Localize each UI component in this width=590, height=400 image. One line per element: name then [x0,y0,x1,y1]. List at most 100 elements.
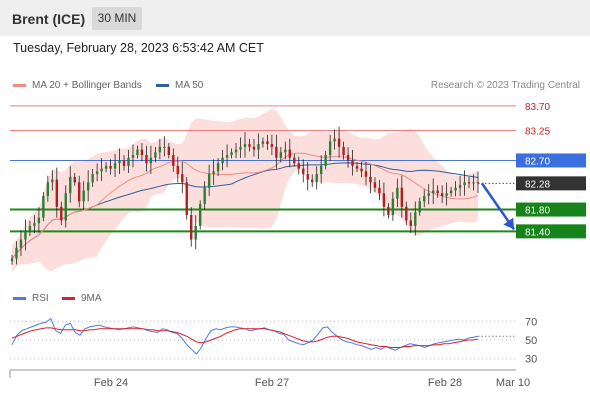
candle-body [176,165,179,175]
candle-body [373,182,377,188]
candle-body [472,182,475,184]
candle-body [181,174,184,183]
x-tick-label: Feb 27 [255,377,289,389]
rsi-line [11,317,479,355]
candle-body [449,190,453,194]
candle-body [440,193,444,196]
ma20-swatch [13,83,26,87]
candle-body [55,179,59,207]
candle-body [391,198,395,215]
candle-body [378,187,381,194]
candle-body [154,152,157,158]
candle-body [293,157,296,164]
candle-body [284,149,287,153]
candle-body [360,168,363,172]
candle-body [454,187,457,191]
candle-body [364,171,368,177]
candle-body [306,174,309,180]
legend-ma20: MA 20 + Bollinger Bands [13,80,142,91]
candle-body [158,146,162,153]
candle-body [203,187,206,205]
x-tick-label: Feb 28 [428,377,462,389]
9ma-swatch [62,296,75,300]
candle-body [37,217,41,224]
candle-body [60,206,63,221]
candle-body [463,182,466,185]
last-price-tag [516,176,586,191]
candle-body [243,144,247,147]
candle-body [86,182,90,191]
candle-body [15,247,18,259]
timeframe-button[interactable]: 30 MIN [92,7,142,30]
candle-body [78,182,81,202]
candle-body [427,193,430,196]
candle-body [127,157,130,166]
candle-body [333,138,336,142]
candle-body [467,182,471,184]
candle-body [270,144,274,147]
candle-body [225,155,229,158]
level-tag-support [516,224,586,239]
candle-body [252,146,256,150]
candle-body [387,206,390,215]
candle-body [167,146,171,155]
candle-body [288,149,292,158]
legend-9ma: 9MA [62,293,102,304]
bollinger-band [12,108,478,273]
candle-body [190,215,193,240]
candle-body [46,182,50,196]
rsi-ma-line [11,327,479,348]
candle-body [24,231,27,240]
candle-body [33,223,36,226]
candle-body [131,155,135,158]
candle-body [445,193,448,196]
candle-body [405,206,408,221]
candle-body [400,187,404,207]
legend-ma50-label: MA 50 [175,80,204,91]
instrument-title: Brent (ICE) [12,11,86,27]
candle-body [207,174,211,188]
candle-body [198,204,202,226]
rsi-tick-label: 70 [525,316,537,328]
candle-body [423,195,426,202]
candle-body [118,160,121,164]
candle-body [382,193,386,207]
candle-body [19,239,23,248]
level-label-resistance: 83.25 [525,126,550,137]
candle-body [279,152,283,158]
candle-body [145,155,148,164]
legend-rsi-label: RSI [32,293,49,304]
candle-body [261,141,265,145]
candle-body [10,258,14,262]
candle-body [136,149,139,155]
candle-body [418,201,421,213]
candle-body [396,187,399,199]
candle-body [104,165,108,169]
candle-body [297,163,300,169]
level-label-resistance: 83.70 [525,102,550,113]
candle-body [28,225,32,232]
candle-body [311,179,314,183]
legend-ma50: MA 50 [156,80,203,91]
rsi-tick-label: 50 [525,335,537,347]
candle-body [346,155,350,161]
candle-body [266,141,269,145]
candle-body [369,176,372,183]
level-tag-pivot [516,153,586,168]
candle-body [109,165,112,169]
candle-body [319,165,323,175]
candle-body [64,193,67,221]
candle-body [140,149,144,155]
candle-body [69,176,72,194]
candle-body [221,157,224,164]
candle-body [414,212,417,226]
legend-rsi: RSI [13,293,49,304]
candle-body [230,152,233,155]
rsi-swatch [13,296,26,300]
candle-body [302,168,305,175]
candle-body [212,171,215,175]
candle-body [185,182,188,215]
candle-body [149,157,153,164]
candle-body [73,176,76,183]
candle-body [342,146,345,155]
